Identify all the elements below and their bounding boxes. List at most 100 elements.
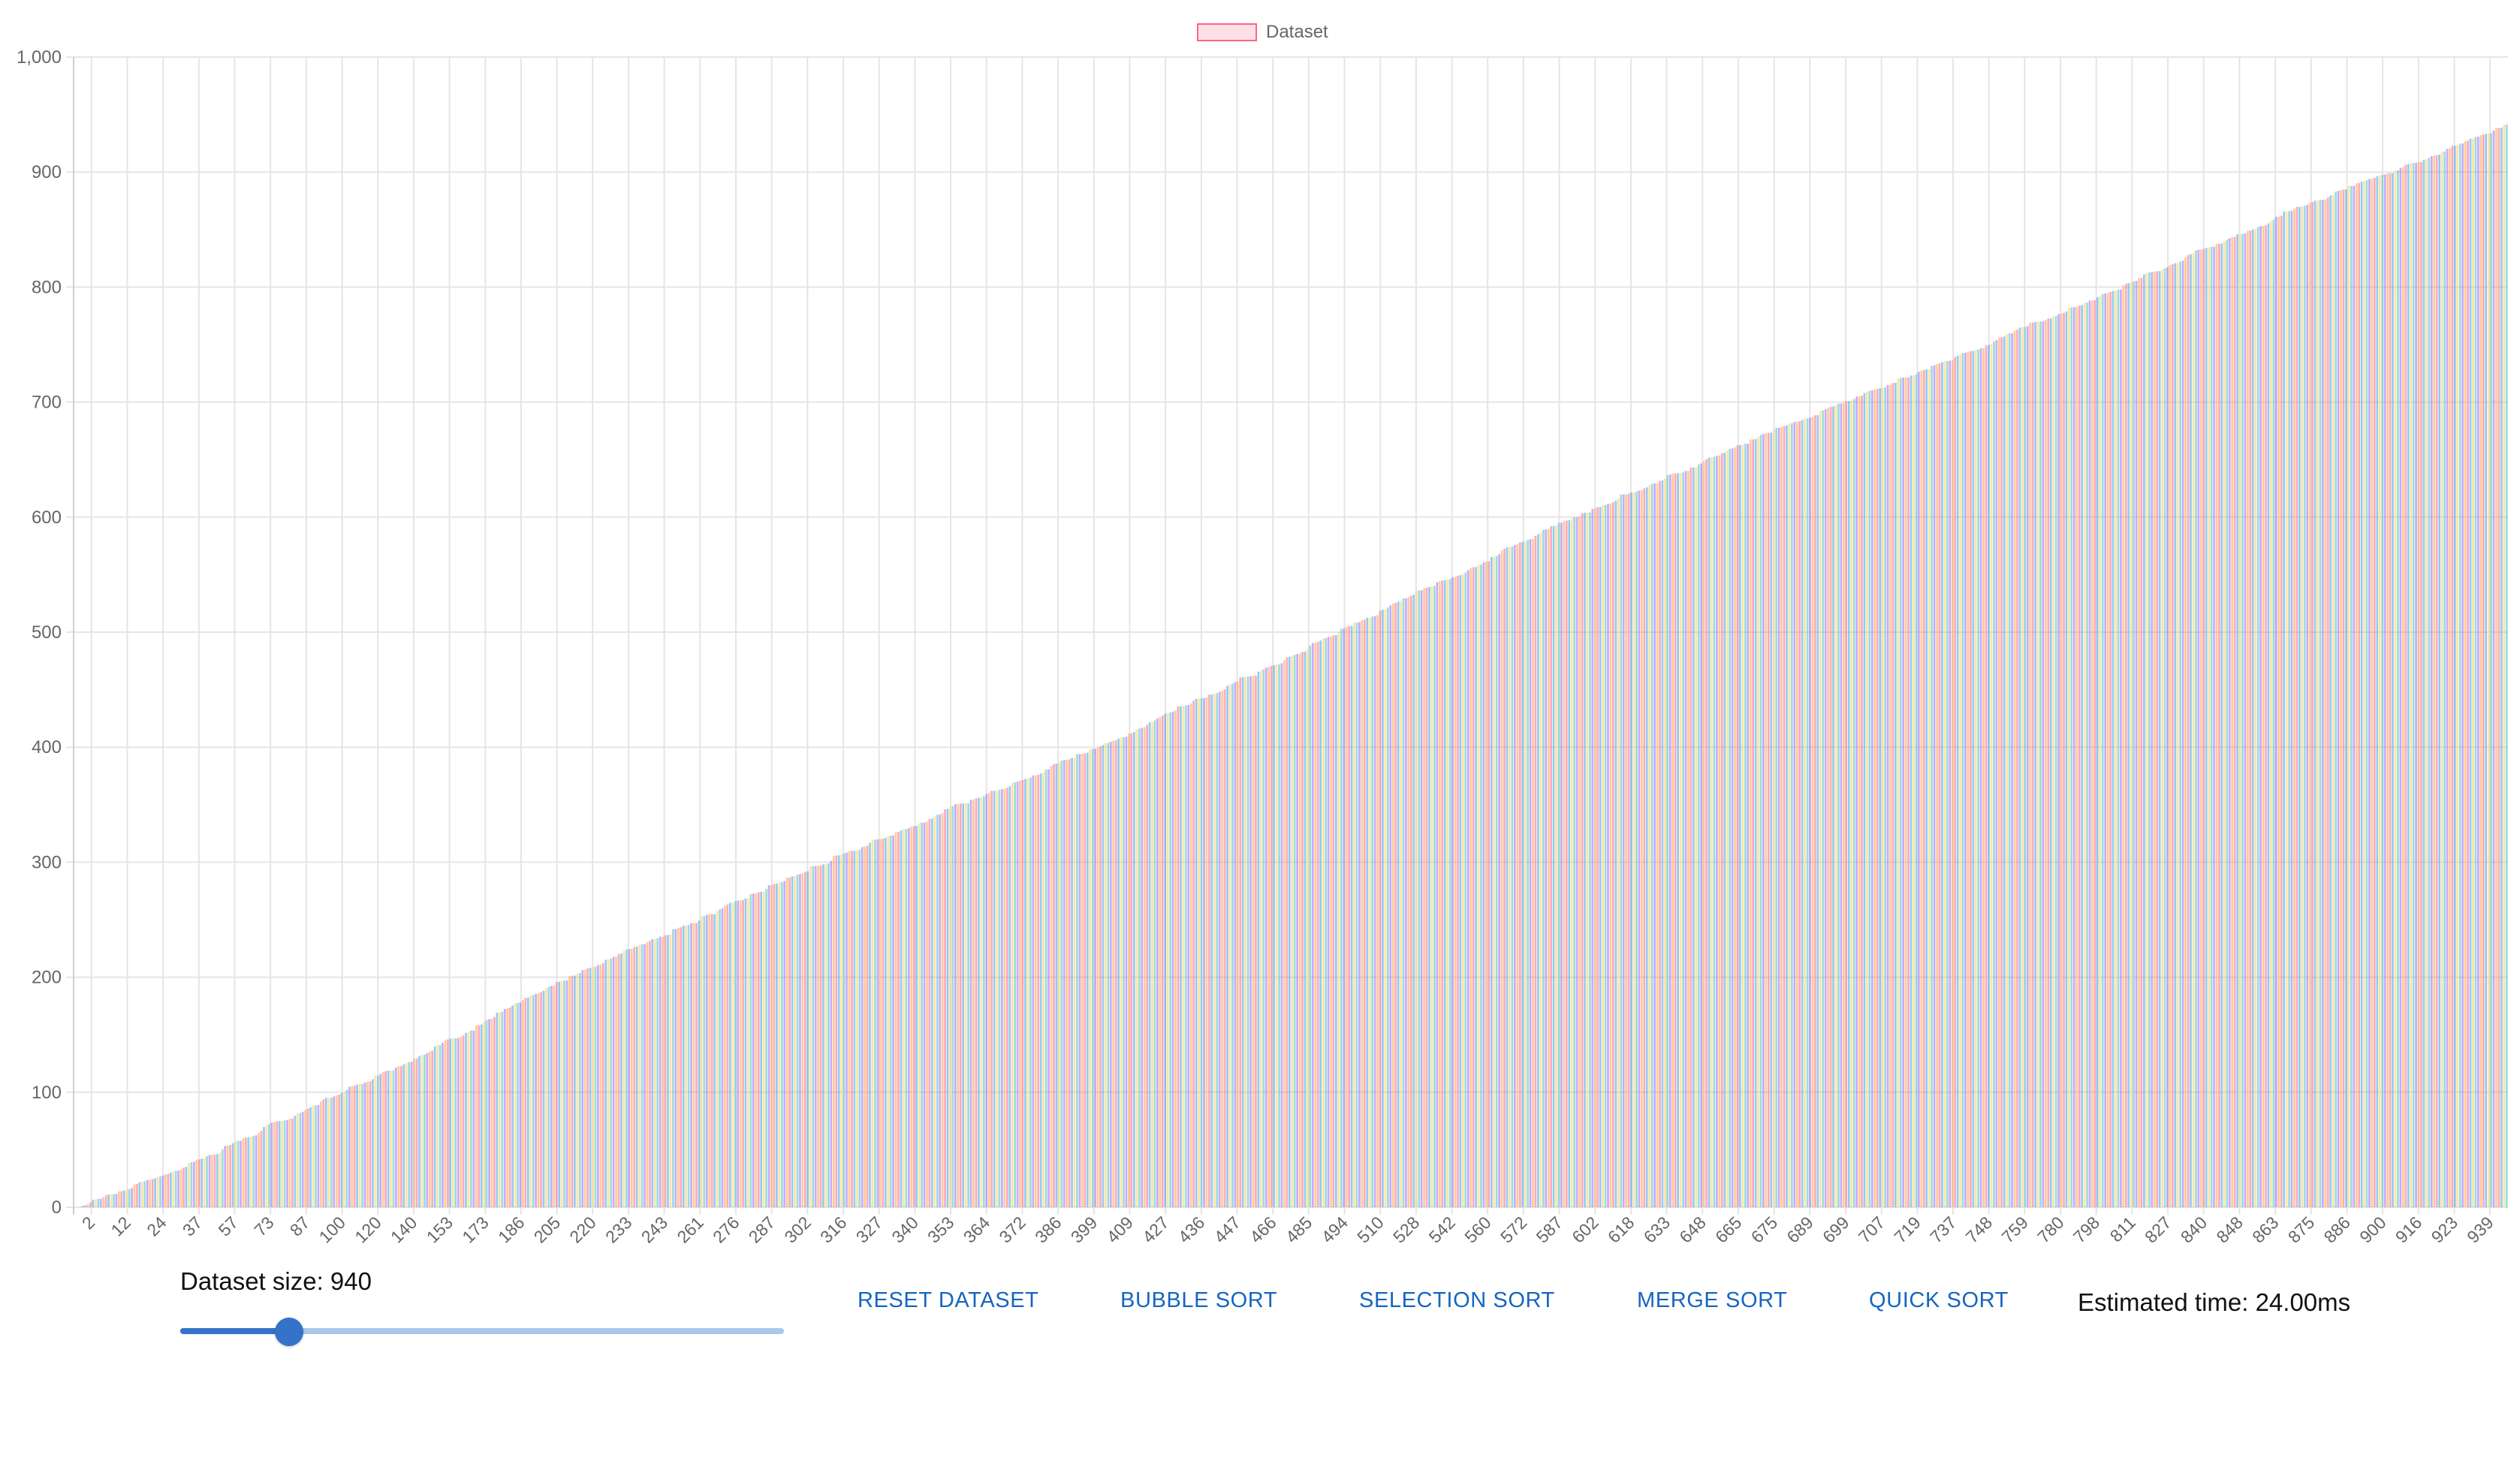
bar xyxy=(757,892,760,1207)
bar xyxy=(1244,676,1246,1207)
bar xyxy=(169,1172,172,1207)
bar xyxy=(1988,345,1990,1208)
bar xyxy=(1325,637,1327,1207)
bar xyxy=(1915,374,1918,1208)
bar xyxy=(1089,749,1092,1207)
bar xyxy=(1739,444,1741,1207)
chart-legend[interactable]: Dataset xyxy=(1197,21,1328,44)
bar xyxy=(1148,722,1151,1207)
bar xyxy=(2205,248,2208,1207)
bar xyxy=(1509,547,1511,1207)
bar xyxy=(154,1178,156,1207)
slider-thumb[interactable] xyxy=(274,1318,303,1346)
bar xyxy=(358,1084,361,1207)
selection-sort-button[interactable]: SELECTION SORT xyxy=(1359,1288,1555,1312)
x-tick-label: 494 xyxy=(1318,1212,1352,1247)
bar xyxy=(255,1135,258,1207)
bar xyxy=(460,1036,462,1207)
bar xyxy=(431,1050,434,1207)
dataset-size-slider[interactable] xyxy=(180,1318,784,1346)
bar xyxy=(2317,200,2319,1207)
merge-sort-button[interactable]: MERGE SORT xyxy=(1637,1288,1788,1312)
bar xyxy=(998,790,1001,1207)
bar xyxy=(1400,601,1402,1207)
x-tick-label: 386 xyxy=(1031,1212,1066,1247)
bar xyxy=(320,1101,322,1207)
bar xyxy=(2293,208,2295,1207)
bar xyxy=(501,1011,504,1207)
slider-track[interactable] xyxy=(180,1328,784,1334)
bar xyxy=(540,992,542,1207)
bar xyxy=(1925,369,1928,1207)
y-tick-label: 800 xyxy=(32,277,62,297)
bar xyxy=(1873,389,1876,1207)
bar xyxy=(1026,779,1029,1207)
bar xyxy=(2117,289,2120,1207)
bar xyxy=(1584,512,1586,1207)
bar xyxy=(2412,163,2415,1208)
bar xyxy=(1307,649,1309,1207)
bar xyxy=(1534,536,1537,1207)
bar xyxy=(1881,387,1884,1207)
bar xyxy=(356,1084,358,1207)
bar xyxy=(1114,740,1117,1207)
bar xyxy=(1218,691,1221,1207)
bar xyxy=(2244,233,2247,1207)
bar xyxy=(200,1158,203,1207)
x-tick-label: 2 xyxy=(78,1212,98,1233)
bar xyxy=(1513,544,1516,1207)
x-tick-label: 233 xyxy=(601,1212,636,1247)
bar xyxy=(322,1099,325,1207)
bar xyxy=(2174,263,2177,1207)
bar xyxy=(1822,410,1825,1207)
bar xyxy=(263,1127,265,1207)
bar xyxy=(1956,355,1959,1208)
bar xyxy=(615,956,617,1207)
bar xyxy=(1904,377,1907,1207)
bubble-sort-button[interactable]: BUBBLE SORT xyxy=(1120,1288,1278,1312)
bar xyxy=(1391,603,1394,1207)
bar xyxy=(1995,340,1998,1207)
bar xyxy=(2047,318,2050,1208)
bar xyxy=(2086,302,2088,1207)
bar xyxy=(721,908,724,1207)
bar xyxy=(1430,586,1433,1207)
bar xyxy=(2081,305,2083,1207)
bar xyxy=(1171,711,1174,1207)
bar xyxy=(2443,151,2446,1207)
bar xyxy=(656,938,659,1207)
bar xyxy=(1412,595,1415,1207)
bar xyxy=(122,1190,125,1207)
bar xyxy=(576,974,579,1207)
bar xyxy=(830,860,833,1207)
bar xyxy=(1112,740,1115,1207)
bar xyxy=(731,902,734,1207)
bar xyxy=(980,797,983,1207)
reset-dataset-button[interactable]: RESET DATASET xyxy=(858,1288,1039,1312)
bar xyxy=(2428,158,2431,1208)
bar xyxy=(978,797,980,1207)
x-tick-label: 243 xyxy=(638,1212,672,1247)
bar xyxy=(1371,616,1373,1207)
bar xyxy=(2337,191,2340,1208)
bar xyxy=(2140,278,2143,1208)
bar xyxy=(1870,390,1873,1207)
bar xyxy=(915,825,918,1207)
bar xyxy=(1091,749,1094,1207)
bar xyxy=(1931,366,1933,1207)
bar xyxy=(2000,337,2003,1208)
quick-sort-button[interactable]: QUICK SORT xyxy=(1869,1288,2009,1312)
bar xyxy=(229,1145,232,1207)
bar xyxy=(2290,210,2293,1208)
bar xyxy=(1954,357,1956,1208)
bar xyxy=(408,1062,410,1207)
bar xyxy=(837,855,840,1207)
bar xyxy=(739,900,742,1207)
bar xyxy=(1156,718,1159,1207)
bar xyxy=(2210,246,2213,1207)
bar xyxy=(2190,254,2192,1207)
bar xyxy=(1125,736,1128,1207)
bar xyxy=(2353,185,2356,1207)
bar xyxy=(1109,741,1112,1207)
bar xyxy=(2068,308,2070,1208)
